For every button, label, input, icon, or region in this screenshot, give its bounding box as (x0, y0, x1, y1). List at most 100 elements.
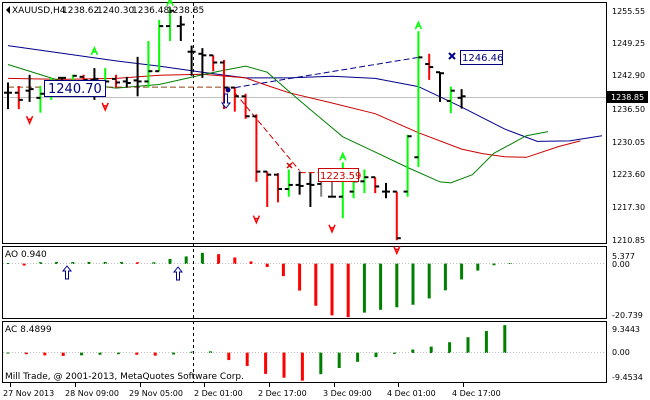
candle-12 (133, 56, 142, 97)
svg-text:1210.85: 1210.85 (612, 236, 645, 245)
ma-blue-line (7, 45, 603, 142)
candle-21 (230, 86, 239, 112)
fractal-up-2 (339, 151, 347, 161)
moving-averages (7, 45, 603, 184)
candle-1 (14, 86, 23, 110)
svg-text:1230.05: 1230.05 (612, 138, 645, 147)
ohlc-close: 1238.85 (167, 6, 204, 16)
candle-37 (403, 134, 412, 197)
ao-histogram (6, 252, 512, 318)
dashed-trend-to-1246-46 (234, 56, 419, 89)
ao-panel (2, 246, 607, 319)
dot-marker-blue (225, 87, 231, 93)
ao-axis: 5.377 0.00 -20.739 (612, 252, 643, 320)
level-lines (8, 56, 419, 174)
svg-text:28 Nov 09:00: 28 Nov 09:00 (65, 389, 119, 398)
candles (4, 7, 466, 241)
svg-text:1249.25: 1249.25 (612, 39, 645, 48)
fractal-down-4 (393, 246, 401, 256)
ao-buy-arrow-2 (172, 266, 184, 281)
candle-23 (252, 114, 261, 182)
svg-text:1246.46: 1246.46 (462, 53, 503, 64)
symbol-triangle-icon (6, 6, 10, 14)
svg-text:4 Dec 17:00: 4 Dec 17:00 (452, 389, 501, 398)
chart-header: XAUUSD,H4 1238.62 1240.30 1236.48 1238.8… (6, 6, 204, 16)
candle-28 (306, 173, 315, 207)
candle-11 (122, 76, 131, 88)
fractal-down-2 (252, 215, 261, 225)
candle-42 (457, 89, 466, 109)
svg-text:-9.4534: -9.4534 (612, 373, 643, 382)
candle-24 (263, 170, 272, 207)
fractal-down-3 (328, 224, 336, 234)
svg-text:9.3443: 9.3443 (612, 325, 640, 334)
candle-41 (446, 86, 455, 114)
ma-red-line (7, 73, 581, 158)
candle-2 (25, 74, 34, 102)
candle-14 (155, 19, 164, 73)
symbol-timeframe: XAUUSD,H4 (12, 6, 66, 16)
svg-text:0.00: 0.00 (612, 348, 630, 357)
ao-buy-arrow-1 (61, 265, 73, 280)
main-chart-panel (2, 2, 607, 244)
candle-18 (198, 48, 207, 78)
ohlc-high: 1240.30 (97, 6, 134, 16)
cross-marker-blue (448, 52, 456, 60)
level-label-1246-46: 1246.46 (460, 50, 503, 65)
candle-25 (274, 173, 282, 203)
svg-text:1223.59: 1223.59 (320, 171, 361, 182)
svg-text:2 Dec 17:00: 2 Dec 17:00 (258, 389, 307, 398)
ac-panel (2, 321, 607, 383)
candle-19 (209, 54, 218, 72)
level-label-1240-70: 1240.70 (44, 80, 106, 97)
current-price-tag (607, 91, 648, 103)
ac-histogram (6, 325, 507, 381)
candle-17 (187, 45, 196, 76)
svg-text:4 Dec 01:00: 4 Dec 01:00 (387, 389, 436, 398)
fractal-up-3 (414, 20, 423, 30)
svg-text:1240.70: 1240.70 (48, 82, 102, 97)
signal-down-arrow (220, 93, 232, 109)
candle-38 (414, 31, 423, 167)
fractal-down-0 (25, 115, 34, 126)
ao-label: AO 0.940 (5, 250, 47, 260)
time-axis: 27 Nov 2013 28 Nov 09:00 29 Nov 05:00 2 … (3, 383, 501, 398)
ohlc-low: 1236.48 (132, 6, 169, 16)
candle-13 (144, 40, 153, 88)
candle-15 (166, 7, 174, 41)
candle-16 (176, 15, 185, 41)
svg-text:1255.55: 1255.55 (612, 7, 645, 16)
svg-text:27 Nov 2013: 27 Nov 2013 (3, 389, 54, 398)
fractal-up-1 (166, 0, 174, 6)
candle-39 (425, 53, 434, 80)
svg-text:5.377: 5.377 (612, 252, 635, 261)
svg-text:1236.50: 1236.50 (612, 105, 645, 114)
current-price-value: 1238.85 (611, 93, 644, 102)
ac-axis: 9.3443 0.00 -9.4534 (612, 325, 643, 382)
ohlc-open: 1238.62 (62, 6, 99, 16)
candle-10 (112, 74, 120, 88)
svg-text:1217.30: 1217.30 (612, 203, 645, 212)
candle-36 (392, 190, 401, 241)
svg-text:1242.90: 1242.90 (612, 71, 645, 80)
fractal-down-1 (101, 102, 109, 112)
svg-text:2 Dec 01:00: 2 Dec 01:00 (194, 389, 243, 398)
price-axis: 1255.55 1249.25 1242.90 1236.50 1230.05 … (607, 7, 648, 245)
ma-green-line (7, 64, 549, 184)
candle-3 (36, 86, 45, 113)
cross-marker-red (286, 162, 293, 169)
fractal-markers (25, 0, 423, 256)
candle-35 (382, 182, 390, 199)
svg-text:-20.739: -20.739 (612, 311, 643, 320)
candle-27 (295, 171, 304, 195)
svg-text:29 Nov 05:00: 29 Nov 05:00 (129, 389, 183, 398)
dashed-trend-to-1223-59 (234, 92, 300, 171)
candle-34 (371, 176, 380, 194)
copyright-text: Mill Trade, @ 2001-2013, MetaQuotes Soft… (5, 372, 244, 382)
fractal-up-0 (90, 45, 99, 56)
level-label-1223-59: 1223.59 (318, 168, 361, 182)
candle-40 (436, 71, 444, 102)
candle-22 (241, 93, 250, 119)
svg-text:1223.60: 1223.60 (612, 170, 645, 179)
